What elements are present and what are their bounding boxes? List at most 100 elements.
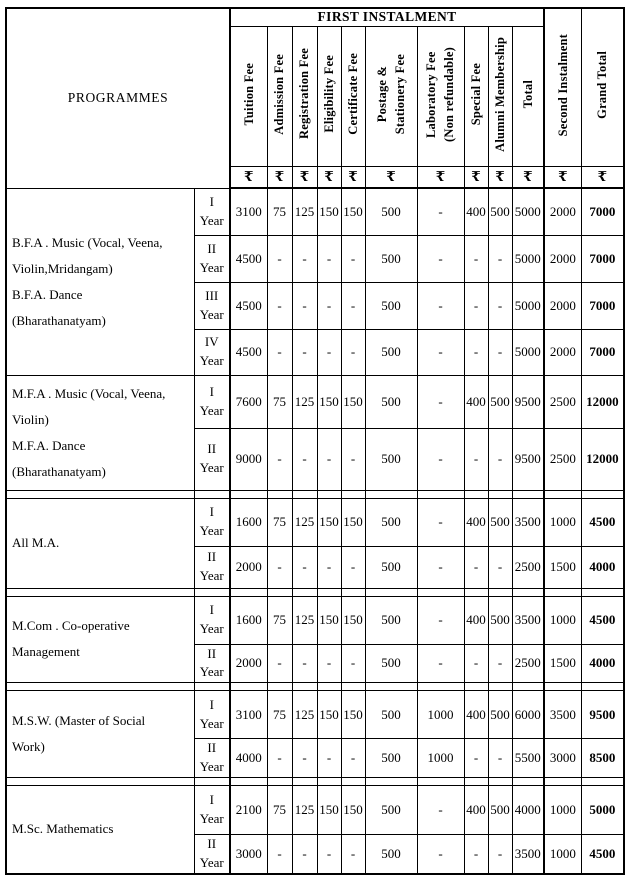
separator-cell: [364, 682, 418, 692]
fee-value-cell: -: [416, 643, 465, 684]
fee-value-cell: -: [416, 545, 465, 589]
fee-value-cell: -: [416, 427, 465, 491]
separator-cell: [193, 776, 231, 786]
fee-value-cell: -: [266, 328, 293, 376]
fee-value-cell: 2000: [229, 545, 268, 589]
separator-cell: [229, 776, 268, 786]
fee-value-cell: 1500: [543, 545, 582, 589]
fee-value-cell: 3000: [543, 738, 582, 778]
year-cell: II Year: [193, 427, 231, 491]
fee-value-cell: -: [340, 427, 366, 491]
fee-value-cell: 400: [463, 690, 489, 740]
separator-cell: [316, 776, 342, 786]
column-header-total: Total: [511, 25, 546, 167]
header-row-fees: Tuition Fee Admission Fee Registration F…: [6, 25, 624, 167]
fee-value-cell: -: [316, 833, 342, 875]
fee-value-cell: -: [316, 234, 342, 283]
separator-cell: [316, 489, 342, 499]
fee-value-cell: -: [463, 427, 489, 491]
separator-cell: [580, 489, 625, 499]
fee-value-cell: 500: [364, 738, 418, 778]
fee-value-cell: 1500: [543, 643, 582, 684]
fee-value-cell: 5000: [511, 328, 546, 376]
separator-cell: [463, 489, 489, 499]
programmes-header: PROGRAMMES: [5, 7, 231, 189]
fee-value-cell: 7000: [580, 281, 625, 330]
separator-cell: [543, 489, 582, 499]
programme-cell: B.F.A . Music (Vocal, Veena, Violin,Mrid…: [5, 187, 195, 376]
separator-cell: [416, 489, 465, 499]
fee-value-cell: 1000: [543, 497, 582, 547]
year-cell: II Year: [193, 833, 231, 875]
fee-value-cell: 8500: [580, 738, 625, 778]
fee-value-cell: 9500: [580, 690, 625, 740]
fee-value-cell: 150: [316, 497, 342, 547]
column-header-tuition-fee: Tuition Fee: [229, 25, 268, 167]
separator-cell: [340, 682, 366, 692]
separator-cell: [580, 587, 625, 597]
fee-value-cell: -: [291, 545, 318, 589]
column-header-eligibility-fee: Eligibility Fee: [316, 25, 342, 167]
fee-value-cell: 150: [316, 187, 342, 236]
fee-value-cell: 125: [291, 374, 318, 429]
fee-value-cell: -: [416, 187, 465, 236]
fee-value-cell: 500: [364, 427, 418, 491]
separator-cell: [543, 776, 582, 786]
fee-structure-table: PROGRAMMES FIRST INSTALMENT Second Insta…: [5, 7, 626, 875]
currency-symbol-row: ₹ ₹ ₹ ₹ ₹ ₹ ₹ ₹ ₹ ₹ ₹ ₹: [6, 165, 625, 189]
fee-value-cell: 5000: [511, 234, 546, 283]
column-header-label: Grand Total: [595, 51, 610, 120]
fee-value-cell: -: [340, 643, 366, 684]
fee-value-cell: -: [316, 643, 342, 684]
fee-value-cell: -: [340, 281, 366, 330]
fee-value-cell: -: [316, 281, 342, 330]
fee-value-cell: 500: [487, 595, 513, 645]
separator-cell: [416, 587, 465, 597]
fee-value-cell: -: [316, 328, 342, 376]
fee-value-cell: 75: [266, 595, 293, 645]
fee-value-cell: -: [463, 328, 489, 376]
fee-value-cell: -: [487, 281, 513, 330]
separator-cell: [291, 776, 318, 786]
fee-value-cell: -: [340, 234, 366, 283]
separator-cell: [364, 489, 418, 499]
year-cell: I Year: [193, 784, 231, 835]
fee-value-cell: 400: [463, 595, 489, 645]
fee-value-cell: -: [316, 427, 342, 491]
fee-value-cell: -: [487, 833, 513, 875]
separator-cell: [543, 587, 582, 597]
fee-value-cell: -: [487, 234, 513, 283]
fee-value-cell: 4500: [229, 281, 268, 330]
year-cell: I Year: [193, 374, 231, 429]
separator-cell: [580, 776, 625, 786]
separator-cell: [340, 776, 366, 786]
fee-value-cell: -: [266, 427, 293, 491]
column-header-admission-fee: Admission Fee: [266, 25, 293, 167]
fee-value-cell: -: [487, 328, 513, 376]
fee-value-cell: 3100: [229, 690, 268, 740]
rupee-symbol: ₹: [463, 165, 489, 189]
fee-value-cell: -: [340, 328, 366, 376]
fee-value-cell: 75: [266, 784, 293, 835]
separator-cell: [193, 489, 231, 499]
fee-value-cell: 75: [266, 690, 293, 740]
rupee-symbol: ₹: [229, 165, 268, 189]
separator-cell: [463, 776, 489, 786]
fee-value-cell: 125: [291, 187, 318, 236]
fee-value-cell: 150: [340, 784, 366, 835]
separator-cell: [511, 776, 546, 786]
separator-cell: [463, 682, 489, 692]
year-cell: II Year: [193, 234, 231, 283]
fee-value-cell: 125: [291, 595, 318, 645]
fee-value-cell: 150: [340, 497, 366, 547]
separator-cell: [266, 587, 293, 597]
year-cell: I Year: [193, 187, 231, 236]
fee-value-cell: 500: [364, 328, 418, 376]
fee-value-cell: 12000: [580, 427, 625, 491]
separator-cell: [266, 682, 293, 692]
separator-cell: [5, 776, 195, 786]
fee-value-cell: 6000: [511, 690, 546, 740]
fee-value-cell: -: [416, 374, 465, 429]
programme-cell: M.S.W. (Master of Social Work): [5, 690, 195, 778]
fee-value-cell: 2000: [543, 187, 582, 236]
